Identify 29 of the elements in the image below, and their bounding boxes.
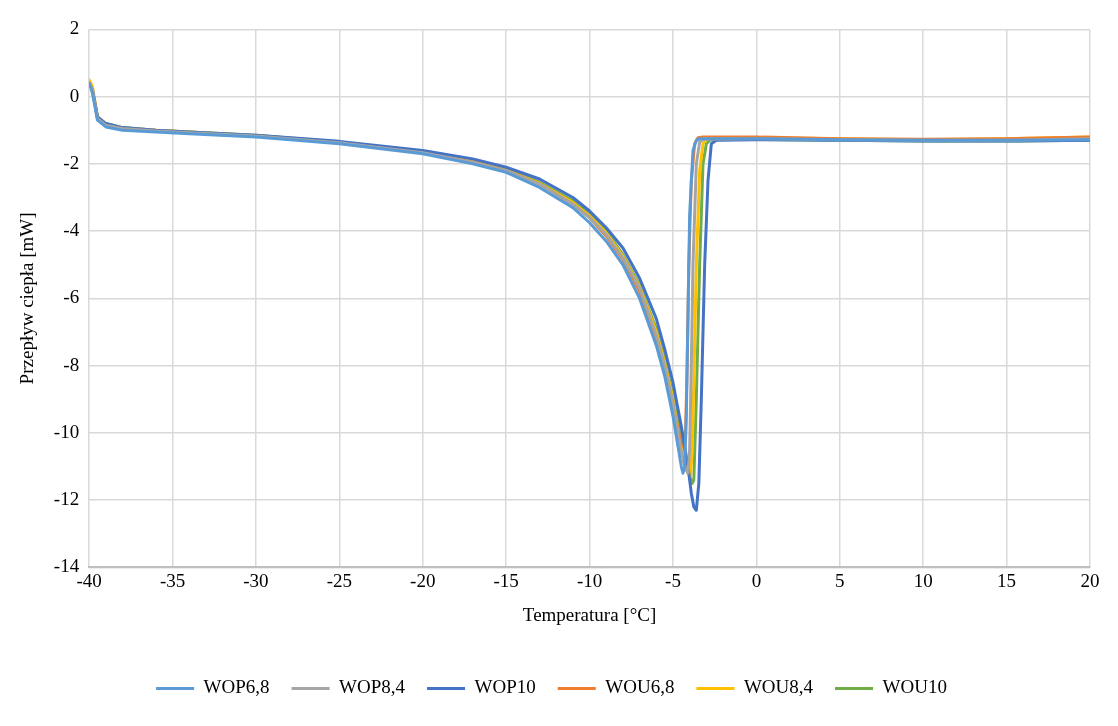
x-tick-label: 20 [1080,569,1100,591]
x-tick-label: -25 [326,569,353,591]
x-tick-label: 0 [751,569,762,591]
legend-label: WOP6,8 [203,676,270,698]
x-tick-label: 15 [997,569,1017,591]
legend-label: WOP10 [474,676,536,698]
legend-label: WOU10 [882,676,947,698]
x-tick-label: 10 [913,569,933,591]
y-tick-label: 2 [69,17,80,39]
y-axis-title: Przepływ ciepła [mW] [16,212,38,385]
x-tick-label: -10 [576,569,603,591]
legend-label: WOU6,8 [605,676,675,698]
legend-label: WOU8,4 [743,676,814,698]
y-tick-label: -2 [63,151,80,173]
y-tick-label: -14 [53,555,80,577]
x-tick-label: -15 [493,569,519,591]
x-axis-title: Temperatura [°C] [522,603,657,625]
y-tick-label: -8 [63,353,80,375]
y-tick-label: 0 [69,84,80,106]
x-tick-label: -5 [665,569,681,591]
x-tick-label: -35 [159,569,186,591]
y-tick-label: -10 [53,420,80,442]
y-tick-label: -6 [63,286,80,308]
y-tick-label: -12 [53,488,80,510]
y-tick-label: -4 [63,219,80,241]
legend-label: WOP8,4 [339,676,406,698]
x-tick-label: 5 [835,569,845,591]
x-tick-label: -20 [410,569,436,591]
x-tick-label: -30 [243,569,269,591]
